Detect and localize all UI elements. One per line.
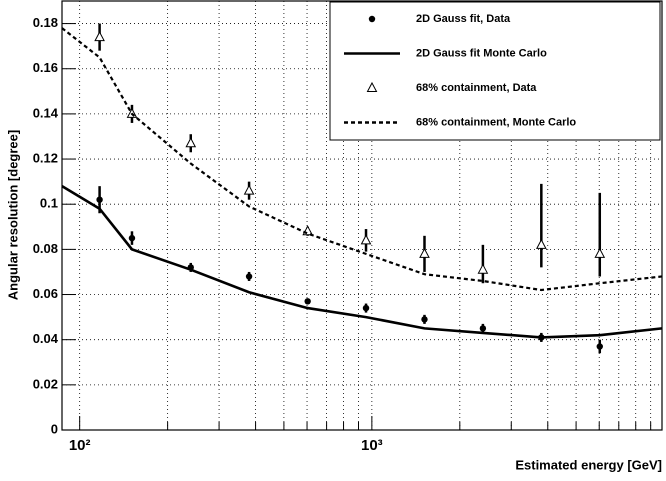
data-point [536, 238, 547, 249]
y-axis-title: Angular resolution [degree] [5, 130, 20, 300]
x-tick-label: 10³ [361, 437, 383, 454]
data-point [594, 247, 606, 258]
data-point [304, 298, 311, 305]
legend-label: 68% containment, Monte Carlo [416, 116, 576, 128]
plot-frame [61, 0, 663, 431]
legend-label: 2D Gauss fit Monte Carlo [416, 47, 547, 59]
data-point [479, 325, 487, 332]
legend-label: 68% containment, Data [416, 82, 537, 94]
data-point [185, 137, 197, 148]
data-point [243, 184, 255, 195]
data-point [419, 247, 430, 258]
y-tick-label: 0.16 [33, 60, 58, 75]
line [61, 27, 663, 292]
data-point [128, 234, 136, 242]
legend: 2D Gauss fit, Data 2D Gauss fit Monte Car… [329, 1, 661, 141]
x-tick-label: 10² [69, 437, 91, 454]
y-tick-label: 0 [51, 421, 58, 436]
y-tick-label: 0.12 [33, 150, 58, 165]
data-point [360, 234, 372, 245]
y-tick-label: 0.02 [33, 376, 58, 391]
line [61, 185, 663, 339]
data-point [245, 273, 253, 280]
y-tick-label: 0.14 [33, 105, 59, 120]
legend-box [329, 1, 661, 141]
y-tick-label: 0.04 [33, 331, 59, 346]
data-point [368, 15, 376, 23]
data-point [477, 263, 489, 274]
y-tick-label: 0.1 [40, 196, 58, 211]
data-point [96, 196, 103, 203]
y-tick-label: 0.08 [33, 241, 58, 256]
data-point [421, 316, 428, 323]
data-point [596, 343, 603, 350]
x-axis-title: Estimated energy [GeV] [515, 457, 662, 472]
data-point [362, 304, 370, 312]
y-tick-label: 0.06 [33, 286, 58, 301]
legend-label: 2D Gauss fit, Data [416, 13, 511, 25]
data-point [94, 31, 105, 42]
y-tick-label: 0.18 [33, 15, 58, 30]
data-point [366, 81, 378, 92]
